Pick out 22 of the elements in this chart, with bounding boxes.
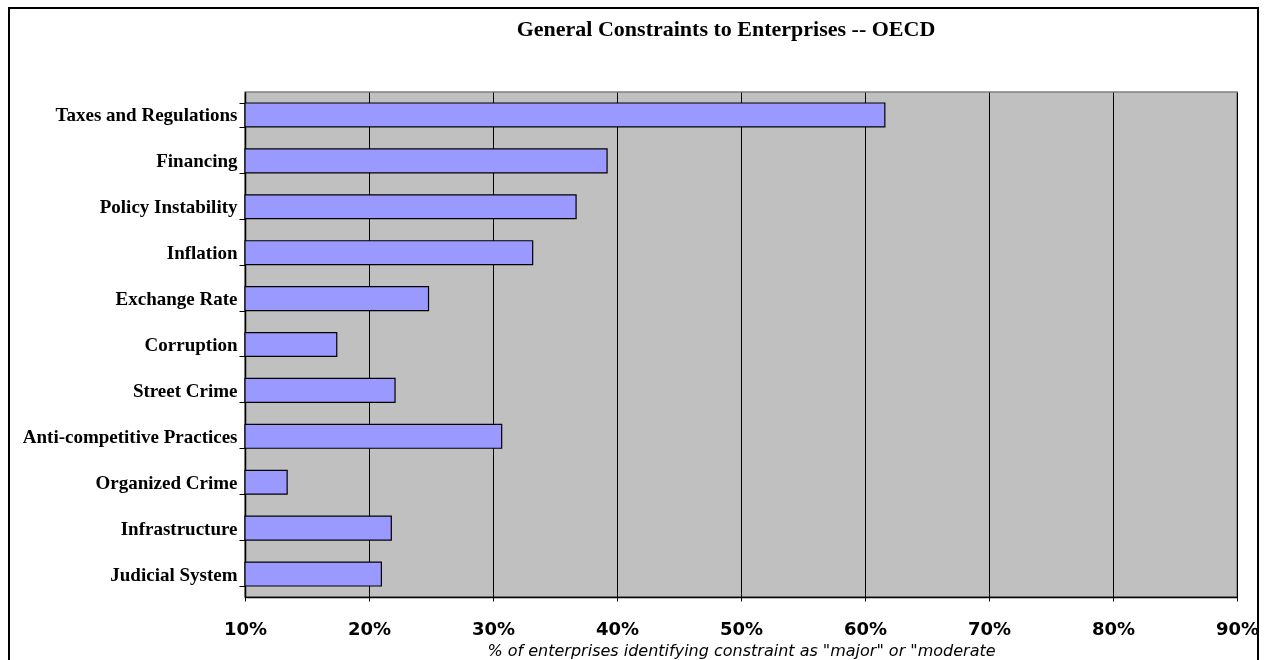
x-tick-label: 50% bbox=[719, 617, 764, 639]
y-tick-label: Infrastructure bbox=[120, 517, 238, 539]
x-tick-label: 80% bbox=[1091, 617, 1136, 639]
x-tick-label: 90% bbox=[1215, 617, 1260, 639]
x-tick-label: 30% bbox=[471, 617, 516, 639]
x-tick-label: 60% bbox=[843, 617, 888, 639]
y-tick-label: Policy Instability bbox=[99, 196, 238, 218]
y-tick-label: Judicial System bbox=[110, 563, 238, 585]
y-tick-label: Exchange Rate bbox=[115, 288, 238, 310]
y-tick-label: Street Crime bbox=[132, 379, 238, 401]
x-tick-label: 70% bbox=[967, 617, 1012, 639]
x-axis-title: % of enterprises identifying constraint as "major" or "moderate bbox=[487, 640, 996, 660]
y-tick-label: Anti-competitive Practices bbox=[22, 425, 238, 447]
x-tick-label: 20% bbox=[347, 617, 392, 639]
y-tick-label: Inflation bbox=[166, 242, 238, 264]
y-tick-label: Taxes and Regulations bbox=[55, 104, 238, 126]
x-tick-label: 10% bbox=[223, 617, 268, 639]
x-tick-label: 40% bbox=[595, 617, 640, 639]
y-tick-label: Financing bbox=[156, 150, 238, 172]
y-tick-label: Corruption bbox=[144, 334, 238, 355]
chart-title: General Constraints to Enterprises -- OECD bbox=[516, 16, 936, 41]
y-tick-label: Organized Crime bbox=[95, 471, 238, 493]
